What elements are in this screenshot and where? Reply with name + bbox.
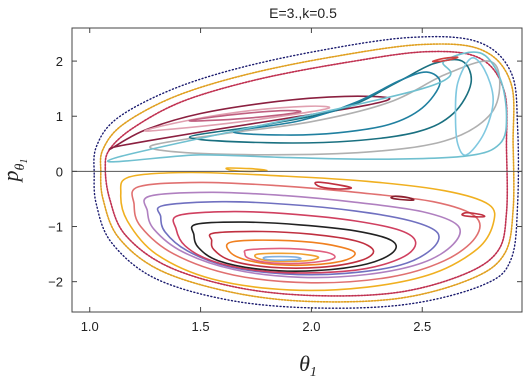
series-layer — [93, 35, 520, 309]
orbit-lower-13 — [262, 255, 302, 262]
x-tick-label: 1.0 — [81, 319, 99, 334]
orbit-island-22 — [314, 181, 353, 190]
orbit-lower-9 — [208, 230, 375, 269]
x-axis-label-subscript: 1 — [310, 365, 317, 380]
y-tick-label: −1 — [48, 220, 63, 235]
y-tick-label: 2 — [56, 54, 63, 69]
orbit-lower-11 — [243, 247, 336, 265]
orbit-lower-4 — [131, 181, 481, 284]
orbit-lower-5 — [143, 191, 461, 279]
y-axis-ticks: −2 −1 0 1 2 — [48, 54, 522, 290]
orbit-lower-12 — [254, 252, 320, 263]
y-tick-label: 1 — [56, 109, 63, 124]
chart-title: E=3.,k=0.5 — [269, 5, 337, 21]
plot-frame — [71, 27, 523, 313]
y-axis-label-subscript: θ — [13, 163, 28, 170]
orbit-outer-2 — [104, 50, 509, 297]
x-tick-label: 2.0 — [302, 319, 320, 334]
orbit-upper-20 — [454, 57, 495, 156]
orbit-lower-10 — [225, 239, 356, 266]
x-axis-label-symbol: θ — [299, 351, 310, 376]
y-axis-label: pθ1 — [0, 159, 30, 184]
y-axis-label-symbol: p — [0, 170, 23, 183]
x-tick-label: 2.5 — [413, 319, 431, 334]
orbit-lower-3 — [119, 171, 496, 292]
orbit-lower-8 — [190, 221, 397, 272]
y-axis-label-subsubscript: 1 — [19, 159, 30, 164]
orbit-lower-6 — [156, 200, 440, 276]
orbit-upper-14 — [108, 95, 391, 151]
orbit-upper-17 — [149, 60, 501, 156]
orbit-island-25 — [431, 56, 459, 63]
y-tick-label: −2 — [48, 275, 63, 290]
orbit-upper-16 — [188, 109, 302, 122]
x-axis-label: θ1 — [299, 351, 317, 380]
orbit-island-24 — [461, 211, 486, 218]
orbit-outer-1 — [99, 43, 515, 303]
x-axis-ticks: 1.0 1.5 2.0 2.5 — [81, 28, 431, 334]
orbit-upper-21 — [106, 51, 508, 163]
orbit-boundary-0 — [93, 35, 520, 309]
orbit-lower-7 — [172, 210, 417, 274]
orbit-island-23 — [390, 195, 415, 201]
x-tick-label: 1.5 — [192, 319, 210, 334]
y-tick-label: 0 — [56, 164, 63, 179]
